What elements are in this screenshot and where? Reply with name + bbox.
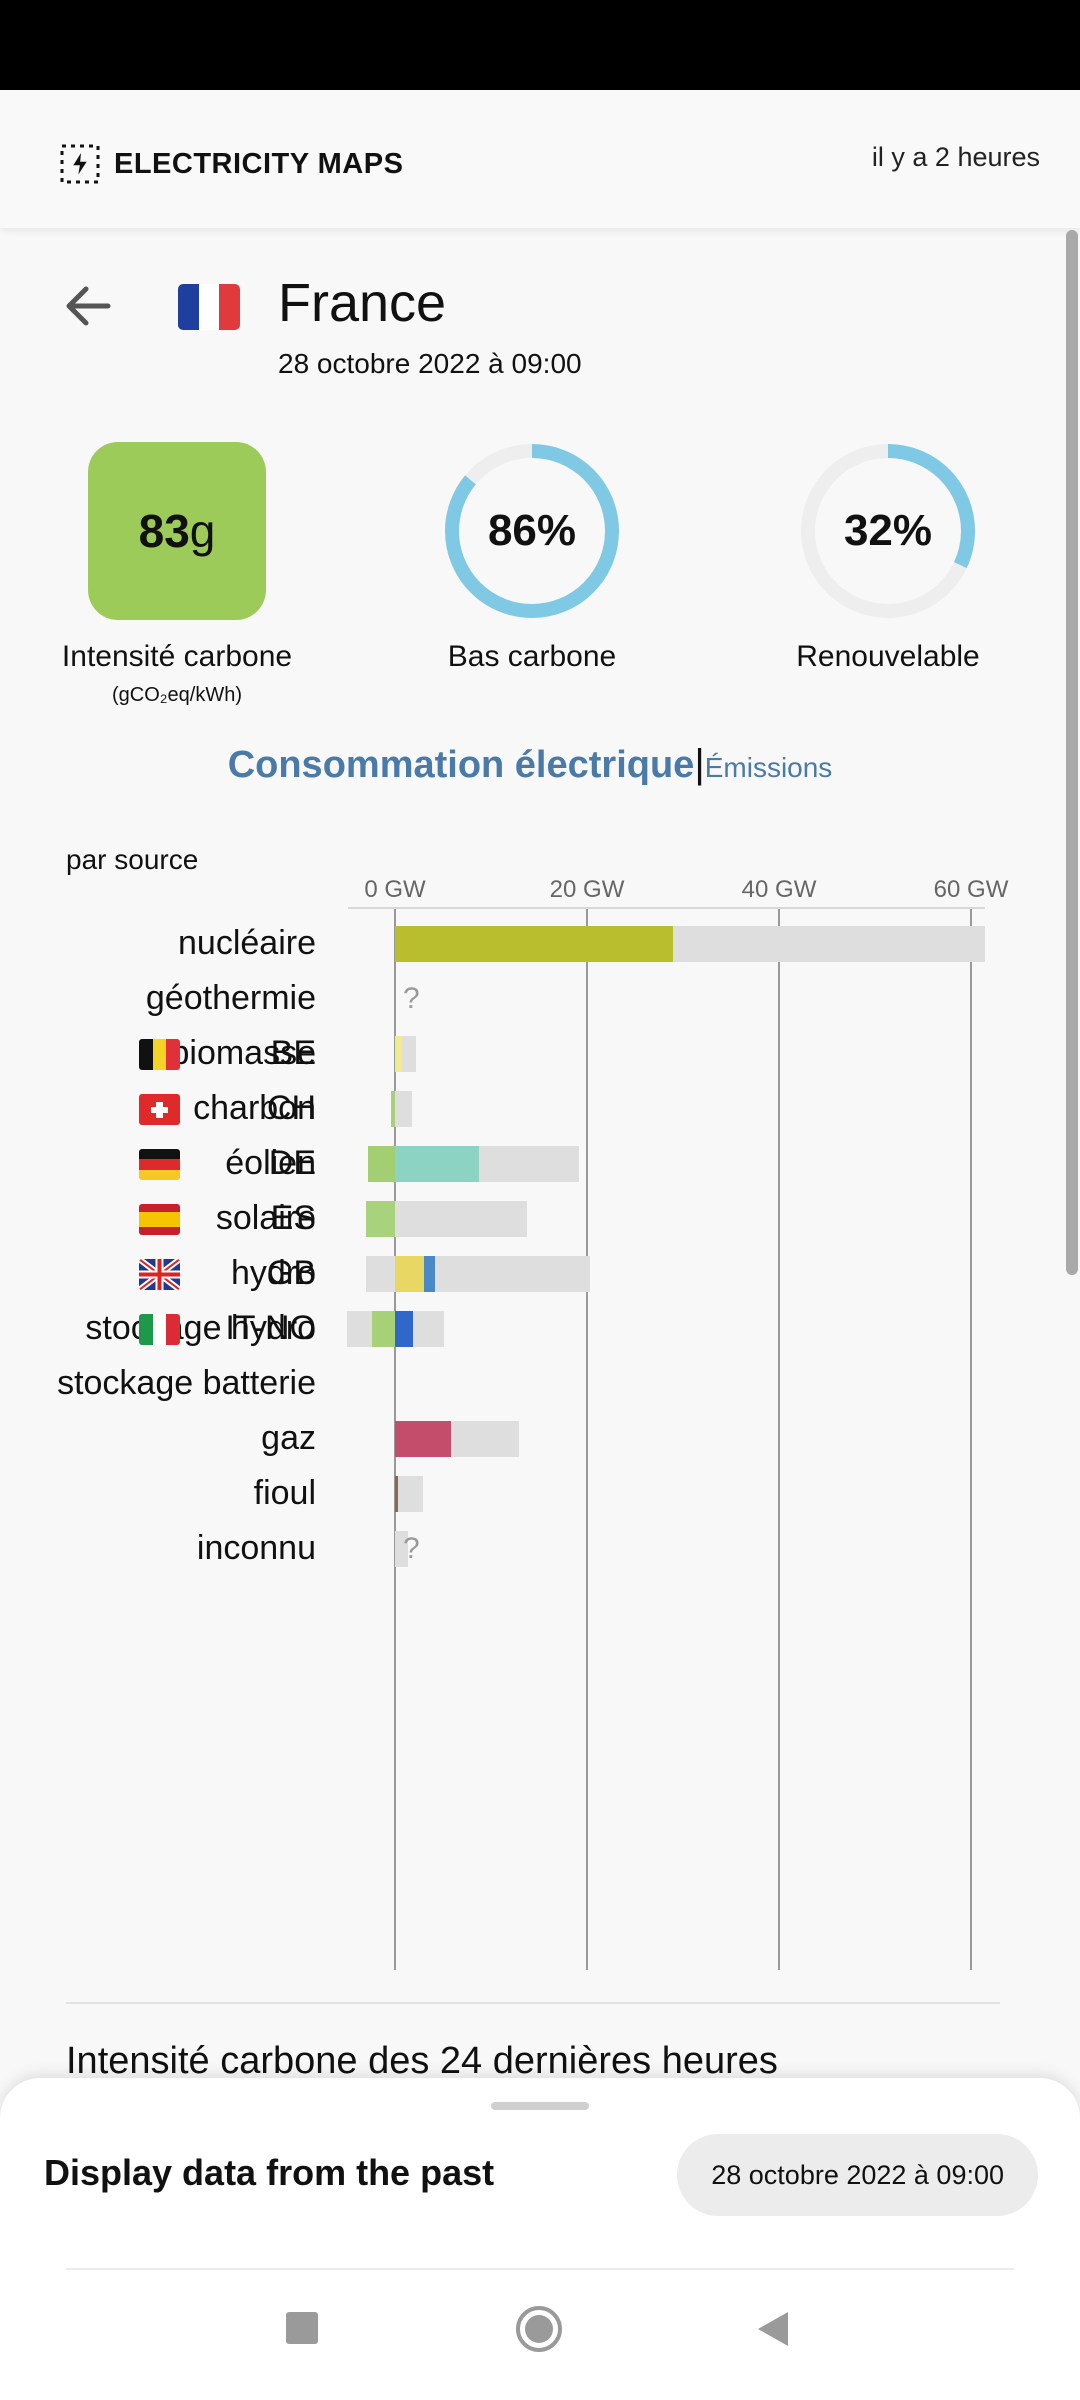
consumption-emissions-toggle: Consommation électrique|Émissions (0, 742, 1060, 787)
exchange-label: GB (266, 1254, 316, 1292)
exchange-bar (366, 1201, 395, 1237)
low-carbon-value: 86% (487, 506, 577, 555)
tab-emissions[interactable]: Émissions (704, 752, 833, 783)
chart-gridline (970, 908, 972, 1970)
sheet-divider (66, 2268, 1014, 2270)
top-bar: ELECTRICITY MAPS il y a 2 heures (0, 90, 1080, 228)
date-picker-button[interactable]: 28 octobre 2022 à 09:00 (677, 2134, 1038, 2216)
chart-tick-label: 20 GW (549, 876, 625, 903)
flag-es-icon (139, 1204, 180, 1235)
low-carbon-label: Bas carbone (447, 640, 617, 673)
chart-tick-label: 40 GW (741, 876, 817, 903)
exchange-label: IT-NO (225, 1309, 316, 1347)
source-label: hydro (230, 1254, 316, 1292)
carbon-intensity-unit: (gCO₂eq/kWh) (111, 684, 242, 706)
source-label: géothermie (145, 979, 316, 1017)
source-label: biomasse (170, 1034, 316, 1072)
source-production-bar (395, 1311, 414, 1347)
source-label: solaire (215, 1199, 316, 1237)
exchange-label: ES (270, 1199, 316, 1237)
last-updated-text: il y a 2 heures (871, 142, 1040, 172)
chart-title: par source (66, 844, 199, 875)
renewable-value: 32% (843, 506, 933, 555)
carbon-intensity-label: Intensité carbone (61, 640, 293, 673)
exchange-bar (395, 1256, 424, 1292)
zone-name: France (278, 273, 447, 333)
source-production-bar (395, 1146, 479, 1182)
bottom-sheet: Display data from the past 28 octobre 20… (0, 2078, 1080, 2400)
source-label: éolien (225, 1144, 316, 1182)
sheet-drag-handle[interactable] (491, 2102, 589, 2110)
source-capacity-bar (395, 1476, 423, 1512)
scrollbar[interactable] (1066, 230, 1078, 1275)
zone-datetime: 28 octobre 2022 à 09:00 (278, 348, 582, 379)
exchange-bar (391, 1091, 396, 1127)
exchange-label: DE (268, 1144, 316, 1182)
exchange-label: BE (270, 1034, 316, 1072)
past-data-label: Display data from the past (44, 2152, 495, 2193)
chart-axis-line (348, 907, 985, 909)
flag-it-no-icon (139, 1314, 180, 1345)
source-label: inconnu (196, 1529, 316, 1567)
source-label: stockage batterie (57, 1364, 316, 1402)
exchange-capacity-bar (366, 1256, 395, 1292)
chart-tick-label: 60 GW (933, 876, 1009, 903)
source-label: charbon (193, 1089, 316, 1127)
exchange-bar (395, 1036, 402, 1072)
source-label: nucléaire (178, 924, 316, 962)
carbon-intensity-value: 83 (138, 505, 190, 557)
unknown-value-icon: ? (403, 982, 420, 1015)
tab-consumption[interactable]: Consommation électrique (227, 744, 695, 786)
electricity-maps-logo-icon (60, 144, 100, 184)
back-arrow-icon[interactable] (60, 278, 116, 334)
unknown-value-icon: ? (403, 1532, 420, 1565)
source-capacity-bar (395, 1531, 409, 1567)
exchange-bar (371, 1311, 395, 1347)
section-divider (66, 2002, 1000, 2004)
back-nav-icon[interactable] (754, 2310, 792, 2348)
carbon-intensity-unit-suffix: g (189, 505, 216, 557)
exchange-capacity-bar (395, 1201, 422, 1237)
source-label: fioul (253, 1474, 316, 1512)
source-production-bar (395, 1421, 451, 1457)
chart-tick-label: 0 GW (364, 876, 426, 903)
carbon-intensity-badge: 83 g (88, 442, 266, 620)
home-icon[interactable] (514, 2304, 564, 2354)
chart-gridline (778, 908, 780, 1970)
flag-be-icon (139, 1039, 180, 1070)
renewable-label: Renouvelable (796, 640, 980, 673)
chart-gridline (586, 908, 588, 1970)
source-label: gaz (261, 1419, 316, 1457)
flag-de-icon (139, 1149, 180, 1180)
history-section-title: Intensité carbone des 24 dernières heure… (66, 2040, 778, 2082)
recent-apps-icon[interactable] (284, 2310, 320, 2346)
exchange-bar (368, 1146, 395, 1182)
low-carbon-donut (445, 444, 619, 618)
source-production-bar (395, 1476, 398, 1512)
status-bar (0, 0, 1080, 90)
flag-ch-icon (139, 1094, 180, 1125)
renewable-donut (801, 444, 975, 618)
source-capacity-bar (395, 1091, 413, 1127)
source-label: stockage hydro (85, 1309, 316, 1347)
flag-gb-icon (139, 1259, 180, 1290)
france-flag-icon (178, 284, 240, 330)
app-name: ELECTRICITY MAPS (114, 148, 404, 180)
exchange-label: CH (266, 1089, 316, 1127)
toggle-separator: | (694, 742, 705, 786)
source-production-bar (395, 926, 674, 962)
